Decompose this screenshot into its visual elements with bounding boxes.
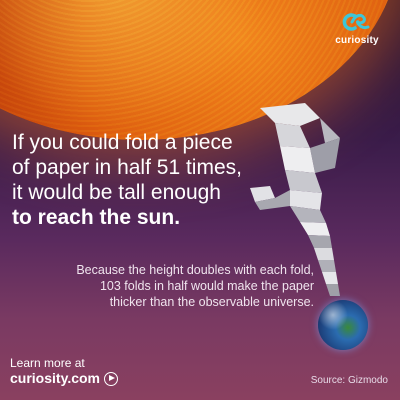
curiosity-logo[interactable]: curiosity <box>332 10 382 46</box>
earth-illustration <box>318 300 368 350</box>
headline-line-3: it would be tall enough <box>12 181 221 204</box>
play-icon[interactable] <box>104 371 118 386</box>
headline-emphasis: to reach the sun. <box>12 206 181 229</box>
learn-more-label: Learn more at <box>10 355 85 370</box>
logo-text: curiosity <box>335 35 379 46</box>
headline: If you could fold a piece of paper in ha… <box>12 130 262 230</box>
headline-line-2: of paper in half 51 times, <box>12 156 242 179</box>
explanation-text: Because the height doubles with each fol… <box>30 262 314 310</box>
curiosity-logo-icon <box>342 13 370 31</box>
explanation-line-3: thicker than the observable universe. <box>109 295 314 309</box>
learn-more-link[interactable]: curiosity.com <box>10 370 100 386</box>
learn-more: Learn more at curiosity.com <box>10 356 118 386</box>
explanation-line-1: Because the height doubles with each fol… <box>76 263 314 277</box>
source-credit: Source: Gizmodo <box>310 375 388 386</box>
explanation-line-2: 103 folds in half would make the paper <box>99 279 314 293</box>
headline-line-1: If you could fold a piece <box>12 131 233 154</box>
folded-paper-illustration <box>250 103 340 296</box>
